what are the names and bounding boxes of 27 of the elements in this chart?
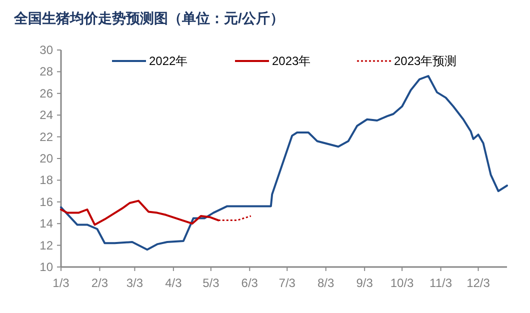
x-tick-label: 11/3 bbox=[430, 276, 452, 290]
x-tick-label: 7/3 bbox=[278, 276, 296, 290]
x-tick-label: 5/3 bbox=[202, 276, 220, 290]
y-tick-label: 30 bbox=[40, 43, 54, 57]
x-tick-label: 6/3 bbox=[241, 276, 258, 290]
x-tick-label: 8/3 bbox=[318, 276, 335, 290]
x-tick-label: 9/3 bbox=[356, 276, 374, 290]
y-tick-label: 10 bbox=[40, 260, 54, 274]
y-tick-label: 14 bbox=[40, 216, 54, 231]
legend-label: 2022年 bbox=[149, 54, 188, 68]
legend-label: 2023年 bbox=[272, 54, 311, 68]
y-tick-label: 22 bbox=[40, 130, 54, 144]
x-tick-label: 3/3 bbox=[126, 276, 144, 290]
y-tick-label: 20 bbox=[40, 152, 54, 166]
y-tick-label: 18 bbox=[40, 173, 54, 188]
y-tick-label: 12 bbox=[40, 238, 54, 252]
y-tick-label: 16 bbox=[40, 194, 54, 209]
x-tick-label: 12/3 bbox=[466, 276, 490, 290]
x-tick-label: 10/3 bbox=[390, 276, 414, 290]
title: 全国生猪均价走势预测图（单位：元/公斤） bbox=[14, 10, 284, 26]
y-tick-label: 24 bbox=[40, 108, 54, 122]
y-tick-label: 28 bbox=[40, 64, 54, 79]
legend-label: 2023年预测 bbox=[394, 54, 457, 68]
x-tick-label: 4/3 bbox=[165, 276, 182, 290]
y-tick-label: 26 bbox=[40, 86, 54, 100]
x-tick-label: 1/3 bbox=[52, 276, 70, 290]
x-tick-label: 2/3 bbox=[91, 276, 108, 290]
